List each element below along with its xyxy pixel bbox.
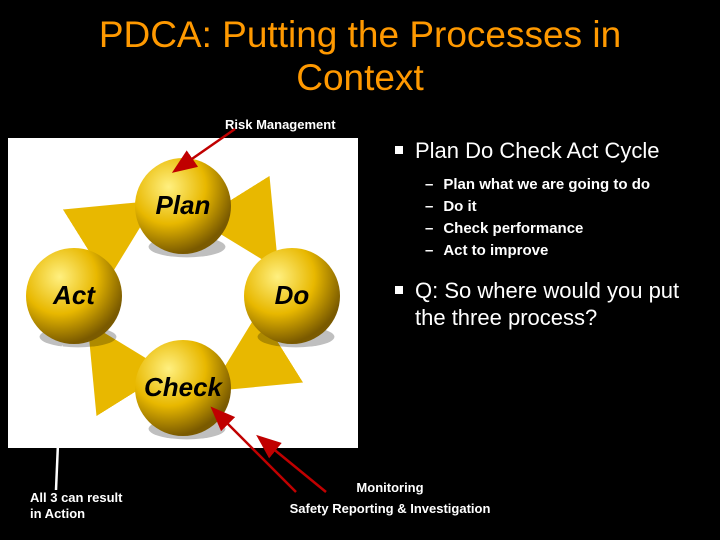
- sub-bullet-text: Check performance: [443, 220, 583, 239]
- bullet-text: Q: So where would you put the three proc…: [415, 278, 705, 331]
- svg-text:Act: Act: [52, 280, 96, 310]
- bullet-text: Plan Do Check Act Cycle: [415, 138, 660, 164]
- dash-bullet-icon: –: [425, 198, 433, 215]
- dash-bullet-icon: –: [425, 242, 433, 259]
- sub-bullet-text: Do it: [443, 198, 476, 217]
- svg-text:Check: Check: [144, 372, 224, 402]
- square-bullet-icon: [395, 146, 403, 154]
- pdca-cycle-diagram: Plan Do Check Act: [8, 138, 358, 448]
- safety-reporting-label: Safety Reporting & Investigation: [260, 501, 520, 516]
- sub-bullet-text: Plan what we are going to do: [443, 176, 650, 195]
- bullet-main-2: Q: So where would you put the three proc…: [395, 278, 705, 331]
- square-bullet-icon: [395, 286, 403, 294]
- dash-bullet-icon: –: [425, 220, 433, 237]
- footer-left-text: All 3 can resultin Action: [30, 490, 122, 521]
- slide-title: PDCA: Putting the Processes in Context: [0, 0, 720, 99]
- sub-bullet-list: –Plan what we are going to do–Do it–Chec…: [425, 176, 705, 260]
- risk-management-label: Risk Management: [225, 117, 336, 132]
- sub-bullet-item: –Check performance: [425, 220, 705, 239]
- sub-bullet-text: Act to improve: [443, 242, 548, 261]
- sub-bullet-item: –Plan what we are going to do: [425, 176, 705, 195]
- dash-bullet-icon: –: [425, 176, 433, 193]
- bullet-main-1: Plan Do Check Act Cycle: [395, 138, 705, 164]
- monitoring-label: Monitoring: [260, 480, 520, 495]
- svg-text:Plan: Plan: [156, 190, 211, 220]
- sub-bullet-item: –Act to improve: [425, 242, 705, 261]
- sub-bullet-item: –Do it: [425, 198, 705, 217]
- footer-mid: Monitoring Safety Reporting & Investigat…: [260, 480, 520, 516]
- content-panel: Plan Do Check Act Cycle –Plan what we ar…: [395, 138, 705, 343]
- svg-text:Do: Do: [275, 280, 310, 310]
